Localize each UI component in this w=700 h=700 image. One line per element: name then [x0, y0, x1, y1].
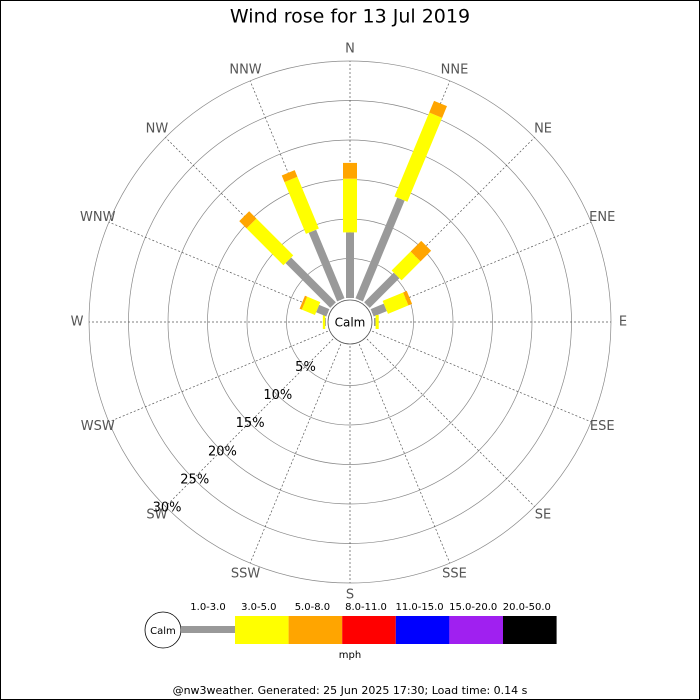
bar-segment [299, 295, 308, 310]
bar-segment [239, 211, 257, 229]
bar-segment [246, 218, 294, 266]
legend-label: 5.0-8.0 [295, 602, 330, 613]
legend-label: 8.0-11.0 [345, 602, 387, 613]
legend-swatch [235, 616, 289, 644]
bar-segment [285, 257, 336, 308]
bar-segment [429, 100, 447, 118]
spoke [366, 137, 535, 306]
legend-calm-label: Calm [150, 626, 176, 637]
direction-label: SE [535, 508, 551, 523]
spoke [372, 330, 592, 423]
r-tick-label: 15% [236, 416, 265, 431]
calm-circle [327, 299, 373, 345]
direction-label: NE [534, 121, 552, 136]
spoke [108, 330, 328, 423]
legend-swatch [449, 616, 503, 644]
r-tick-label: 5% [295, 360, 316, 375]
direction-label: WSW [81, 419, 115, 434]
bar-segment [364, 272, 400, 308]
calm-label: Calm [335, 316, 366, 330]
direction-label: S [346, 588, 354, 603]
legend-swatch [503, 616, 557, 644]
r-tick-label: 20% [208, 444, 237, 459]
direction-label: N [345, 42, 355, 57]
spoke [165, 338, 334, 507]
footer: @nw3weather. Generated: 25 Jun 2025 17:3… [173, 684, 528, 697]
direction-label: ENE [589, 210, 615, 225]
bar-segment [410, 240, 432, 262]
direction-label: ESE [590, 419, 615, 434]
r-tick-label: 30% [153, 501, 182, 516]
spoke [108, 221, 328, 314]
spoke [366, 338, 535, 507]
spoke [249, 344, 342, 564]
legend-label: 15.0-20.0 [449, 602, 497, 613]
spoke [372, 221, 592, 314]
bar-segment [316, 304, 330, 317]
bar-segment [403, 290, 413, 306]
bar-segment [281, 170, 298, 183]
direction-label: NNE [441, 62, 469, 77]
spoke [249, 80, 342, 300]
legend-label: 3.0-5.0 [241, 602, 276, 613]
direction-label: SSE [442, 567, 467, 582]
direction-label: W [71, 315, 84, 330]
bar-segment [284, 176, 319, 234]
legend-label: 11.0-15.0 [396, 602, 444, 613]
direction-label: E [619, 315, 627, 330]
direction-label: SSW [231, 567, 261, 582]
bar-segment [370, 303, 387, 317]
chart-title: Wind rose for 13 Jul 2019 [230, 6, 470, 28]
direction-label: NNW [229, 62, 261, 77]
legend-swatch [342, 616, 396, 644]
legend-swatch [288, 616, 343, 644]
direction-label: WNW [80, 210, 116, 225]
bar-segment [355, 197, 405, 302]
bar-segment [308, 229, 345, 302]
bar-segment [301, 296, 321, 316]
r-tick-label: 10% [263, 388, 292, 403]
direction-label: NW [146, 121, 169, 136]
bar-segment [394, 112, 443, 202]
spoke [358, 344, 451, 564]
legend-swatch [395, 616, 450, 644]
r-tick-label: 25% [180, 472, 209, 487]
bar-segment [382, 292, 409, 314]
legend-swatch [181, 626, 235, 633]
direction-label: SW [146, 508, 167, 523]
legend-unit: mph [339, 650, 361, 661]
legend-label: 20.0-50.0 [503, 602, 551, 613]
bar-segment [391, 251, 421, 281]
legend-label: 1.0-3.0 [190, 602, 225, 613]
spoke [165, 137, 334, 306]
